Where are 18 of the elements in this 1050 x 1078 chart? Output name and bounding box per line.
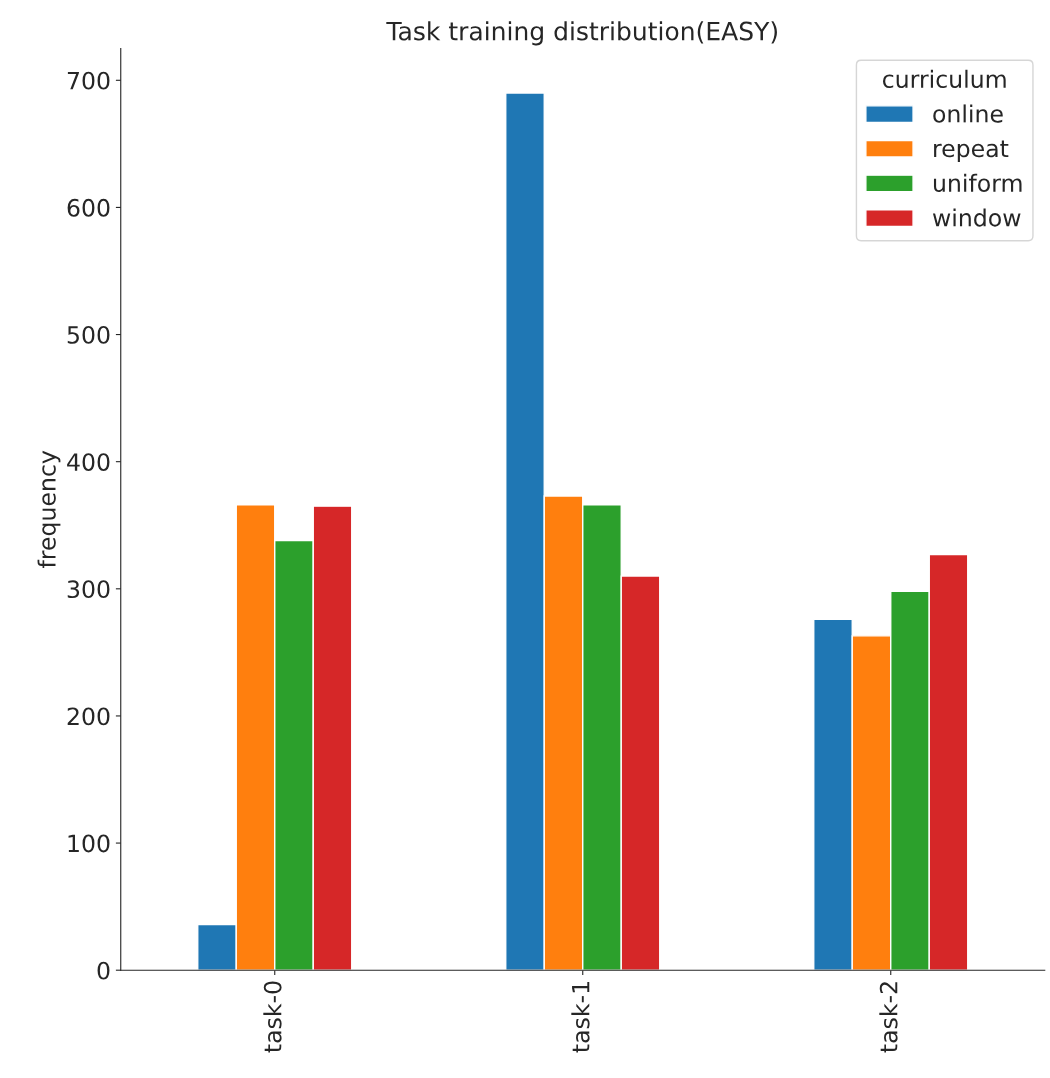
legend-label: repeat xyxy=(934,140,1009,162)
y-tick-label: 100 xyxy=(68,834,110,853)
chart-title: Task training distribution(EASY) xyxy=(386,21,777,46)
y-axis-title: frequency xyxy=(37,450,61,569)
y-tick-label: 400 xyxy=(67,453,110,471)
legend-label: window xyxy=(932,208,1021,227)
legend-label: uniform xyxy=(933,173,1022,193)
y-tick-label: 600 xyxy=(67,198,110,217)
y-tick-label: 700 xyxy=(67,71,110,90)
x-tick-label: task-1 xyxy=(571,982,590,1053)
x-tick-label: task-2 xyxy=(879,982,898,1053)
legend-title: curriculum xyxy=(882,69,1006,89)
x-tick-label: task-0 xyxy=(263,981,282,1053)
y-tick-label: 300 xyxy=(67,580,110,599)
y-tick-label: 200 xyxy=(67,707,110,726)
legend-label: online xyxy=(933,104,1003,123)
y-tick-label: 500 xyxy=(67,326,110,344)
y-tick-label: 0 xyxy=(97,961,110,980)
